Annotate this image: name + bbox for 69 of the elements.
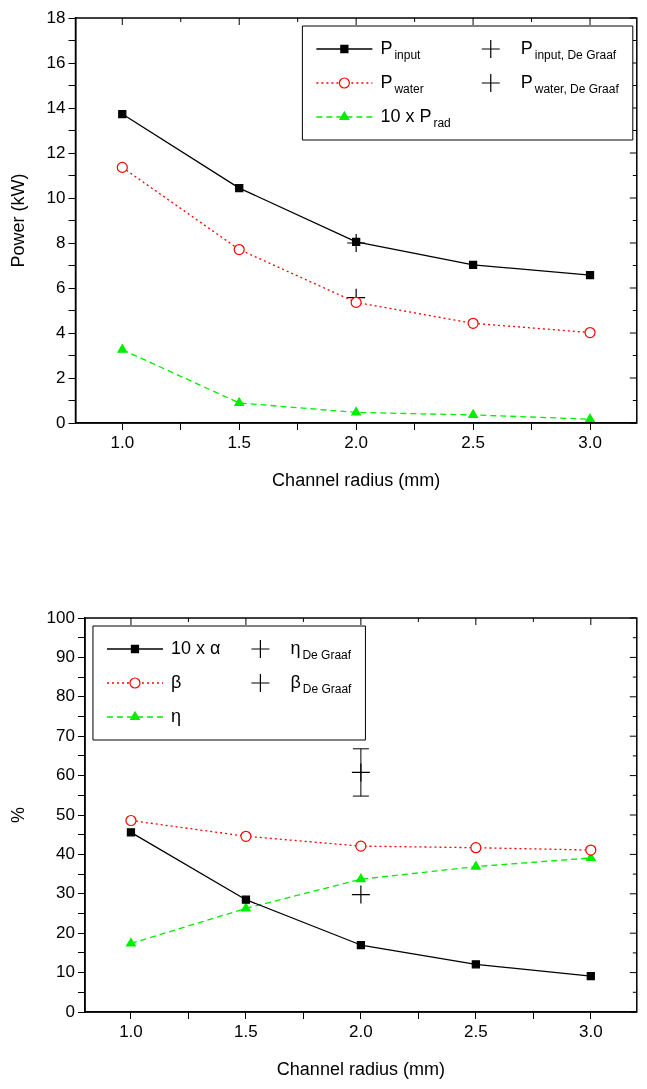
x-tick-label: 1.5 — [227, 432, 252, 452]
point — [240, 830, 252, 842]
y-tick-label: 50 — [56, 804, 75, 824]
point — [126, 937, 136, 947]
y-tick-label: 90 — [56, 647, 75, 667]
y-tick-label: 4 — [56, 322, 66, 342]
y-tick-label: 6 — [56, 277, 66, 297]
point — [355, 873, 366, 883]
y-tick-label: 100 — [46, 607, 75, 627]
y-tick-label: 0 — [65, 1001, 75, 1021]
point — [468, 260, 478, 269]
x-tick-label: 2.5 — [461, 432, 485, 452]
point — [126, 828, 136, 837]
y-tick-label: 30 — [56, 883, 75, 903]
point — [125, 814, 137, 827]
point — [241, 895, 251, 904]
y-tick-label: 10 — [46, 187, 66, 207]
y-tick-label: 80 — [56, 686, 75, 706]
point — [346, 233, 366, 253]
legend-label: β — [170, 671, 182, 692]
point — [471, 960, 480, 969]
y-tick-label: 18 — [46, 7, 66, 27]
point — [118, 109, 127, 119]
point — [234, 397, 245, 407]
y-tick-label: 12 — [46, 142, 66, 162]
point — [240, 902, 251, 912]
x-axis-title: Channel radius (mm) — [272, 470, 441, 491]
legend-label: 10 x α — [170, 637, 221, 658]
y-tick-label: 8 — [56, 232, 66, 252]
x-axis-title: Channel radius (mm) — [276, 1059, 445, 1080]
legend-label: η — [170, 705, 181, 726]
x-tick-label: 2.0 — [344, 432, 368, 452]
point — [584, 326, 596, 339]
y-tick-label: 60 — [56, 765, 75, 785]
y-tick-label: 20 — [56, 922, 75, 942]
point — [585, 271, 595, 280]
y-tick-label: 16 — [46, 52, 66, 72]
y-tick-label: 10 — [56, 962, 75, 982]
point — [350, 296, 362, 308]
point — [585, 844, 597, 856]
point — [233, 243, 245, 256]
x-tick-label: 2.0 — [349, 1021, 373, 1041]
point — [585, 413, 595, 423]
point — [467, 317, 479, 329]
point — [470, 842, 482, 854]
point — [355, 840, 367, 852]
point — [116, 161, 128, 173]
y-axis-title: Power (kW) — [7, 173, 28, 268]
y-axis-title: % — [7, 806, 28, 824]
x-tick-label: 3.0 — [578, 432, 602, 452]
y-tick-label: 70 — [56, 725, 75, 745]
point — [117, 344, 128, 353]
point — [351, 884, 371, 905]
y-tick-label: 0 — [56, 412, 66, 432]
y-tick-label: 14 — [46, 97, 66, 117]
point — [352, 237, 361, 247]
y-tick-label: 2 — [56, 367, 66, 387]
point — [586, 972, 595, 981]
x-tick-label: 2.5 — [464, 1021, 488, 1041]
y-tick-label: 40 — [56, 844, 75, 864]
point — [470, 861, 481, 870]
x-tick-label: 1.0 — [119, 1021, 143, 1041]
point — [468, 409, 479, 418]
x-tick-label: 3.0 — [578, 1021, 603, 1041]
point — [351, 406, 362, 416]
point — [356, 940, 366, 950]
point — [235, 183, 244, 193]
x-tick-label: 1.5 — [234, 1021, 258, 1041]
x-tick-label: 1.0 — [110, 432, 135, 452]
